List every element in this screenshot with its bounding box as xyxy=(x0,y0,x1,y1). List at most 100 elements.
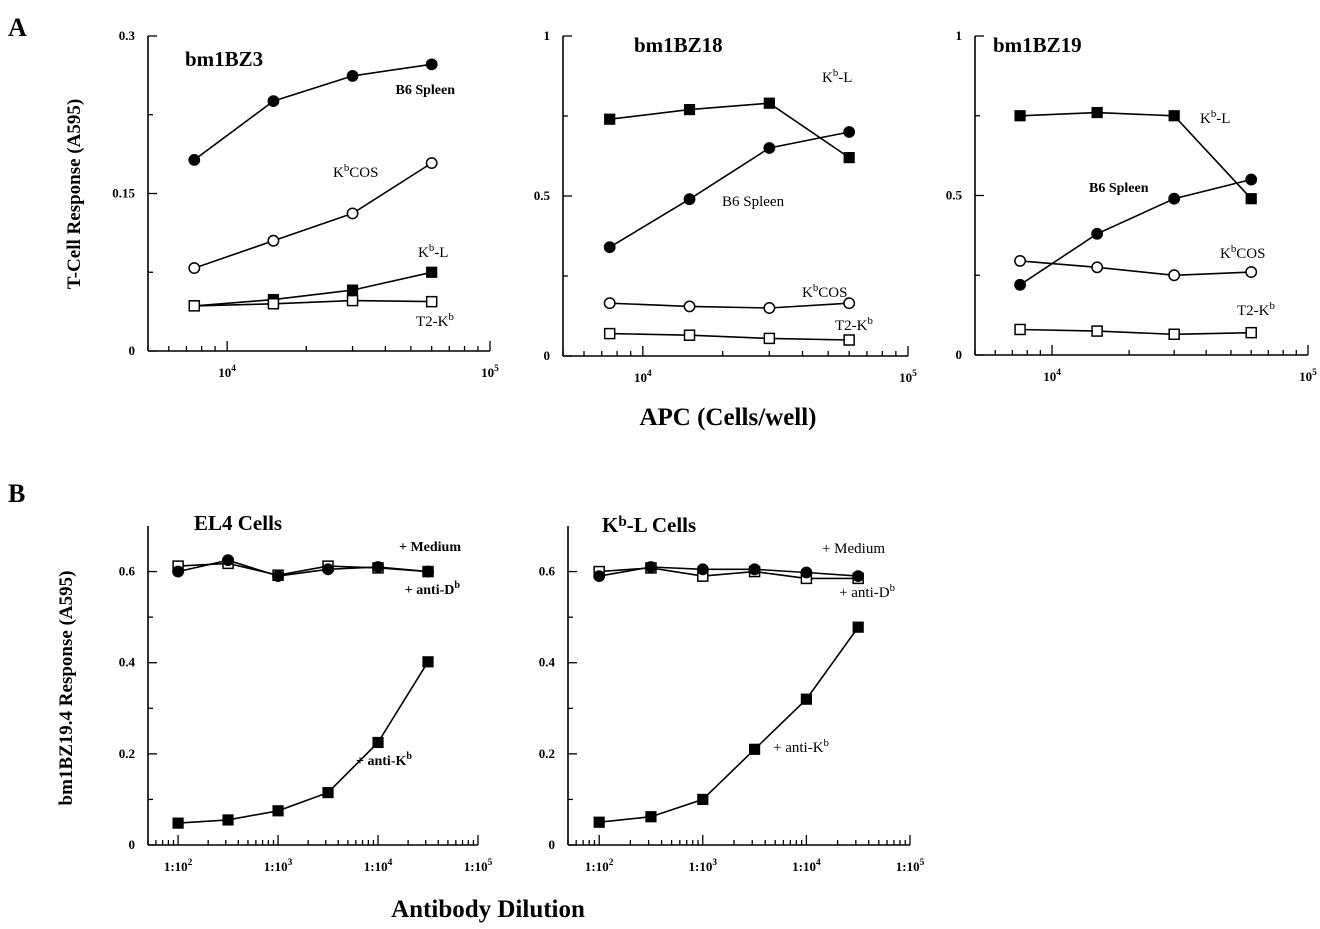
data-point xyxy=(1168,269,1181,282)
series-label: B6 Spleen xyxy=(1089,181,1149,196)
y-tick-label: 0 xyxy=(956,347,963,362)
data-point xyxy=(267,234,280,247)
y-tick-label: 1 xyxy=(544,28,551,43)
x-tick-label: 105 xyxy=(1299,368,1317,384)
series-b6-spleen xyxy=(1014,173,1258,291)
y-tick-label: 0.6 xyxy=(539,564,556,579)
series-line xyxy=(194,299,432,307)
y-tick-label: 0 xyxy=(129,837,136,852)
series-t2-kb xyxy=(603,327,855,346)
series-line xyxy=(194,271,432,307)
data-point xyxy=(346,70,359,82)
data-point xyxy=(683,329,696,341)
data-point xyxy=(425,58,438,71)
series-label: + anti-Db xyxy=(839,582,895,601)
series-label: T2-Kb xyxy=(1237,300,1275,319)
series-label: B6 Spleen xyxy=(722,194,785,210)
chart-el4-cells: 1:102 1:103 1:104 1:105 0 0.2 0.4 0.6 EL4 Cells +… xyxy=(119,511,493,874)
y-tick-label: 0 xyxy=(544,348,551,363)
series-kbcos xyxy=(1014,254,1258,282)
data-point xyxy=(426,266,438,278)
panel-b-y-axis-title: bm1BZ19.4 Response (A595) xyxy=(56,571,77,806)
data-point xyxy=(1168,328,1180,341)
data-point xyxy=(346,284,359,296)
series-medium xyxy=(172,557,434,581)
data-point xyxy=(425,295,438,308)
series-line xyxy=(609,332,850,341)
data-point xyxy=(172,565,184,578)
series-b6-spleen xyxy=(603,126,856,254)
data-point xyxy=(1168,110,1180,122)
y-tick-label: 0.2 xyxy=(539,746,555,761)
data-point xyxy=(683,300,696,313)
series-label: KbCOS xyxy=(1220,243,1265,262)
series-kb-l xyxy=(604,97,855,164)
series-kb-l xyxy=(1014,106,1257,205)
series-line xyxy=(609,302,850,309)
series-label: KbCOS xyxy=(802,282,847,301)
series-anti-db xyxy=(172,554,434,583)
y-tick-label: 0.4 xyxy=(539,655,556,670)
chart-kb-l-cells: 1:102 1:103 1:104 1:105 0 0.2 0.4 0.6 Kb-L Cells… xyxy=(539,513,925,874)
data-point xyxy=(422,656,434,668)
data-point xyxy=(172,817,184,829)
chart-bm1bz3: 104 105 0 0.15 0.3 bm1BZ3 B6 Spleen KbCOS Kb-L T2… xyxy=(112,28,499,380)
data-point xyxy=(188,153,201,166)
chart-bm1bz19: 104 105 0 0.5 1 bm1BZ19 Kb-L B6 Spleen KbCOS T2-K… xyxy=(946,28,1317,384)
data-point xyxy=(763,302,776,314)
data-point xyxy=(843,297,856,310)
x-tick-label: 1:105 xyxy=(464,858,493,874)
chart-title: EL4 Cells xyxy=(194,511,282,535)
x-tick-label: 1:103 xyxy=(689,858,718,874)
chart-title: bm1BZ18 xyxy=(634,33,723,57)
series-line xyxy=(599,566,859,577)
x-tick-label: 1:104 xyxy=(364,858,393,874)
panel-a-x-axis-title: APC (Cells/well) xyxy=(639,404,816,431)
data-point xyxy=(843,152,855,164)
series-kbcos xyxy=(188,157,438,274)
x-tick-label: 104 xyxy=(634,369,652,385)
y-tick-label: 0.3 xyxy=(119,28,136,43)
x-tick-label: 1:104 xyxy=(792,858,821,874)
series-label: + Medium xyxy=(822,541,885,557)
data-point xyxy=(1091,325,1103,337)
data-point xyxy=(222,814,234,826)
data-point xyxy=(748,563,761,576)
data-point xyxy=(267,298,280,310)
chart-bm1bz18: 104 105 0 0.5 1 bm1BZ18 Kb-L B6 Spleen KbCOS T2-K… xyxy=(534,28,917,385)
series-label: Kb-L xyxy=(418,242,448,261)
data-point xyxy=(1245,326,1257,339)
data-point xyxy=(422,565,434,578)
series-line xyxy=(1020,328,1252,336)
y-tick-label: 0.6 xyxy=(119,564,136,579)
data-point xyxy=(346,294,359,307)
series-line xyxy=(609,102,850,159)
data-point xyxy=(346,207,359,220)
data-point xyxy=(604,113,616,125)
data-point xyxy=(372,736,384,749)
series-line xyxy=(194,162,433,269)
x-tick-label: 1:105 xyxy=(896,858,925,874)
data-point xyxy=(1014,323,1026,336)
data-point xyxy=(188,262,201,274)
data-point xyxy=(696,563,709,576)
data-point xyxy=(683,193,696,206)
data-point xyxy=(222,554,234,567)
x-tick-label: 1:102 xyxy=(164,858,193,874)
panel-letter-a: A xyxy=(8,13,27,42)
data-point xyxy=(800,693,812,705)
chart-title: bm1BZ3 xyxy=(185,47,263,71)
y-tick-label: 0.5 xyxy=(534,188,551,203)
x-tick-label: 104 xyxy=(218,364,236,380)
data-point xyxy=(322,786,334,799)
data-point xyxy=(1168,192,1181,205)
y-tick-label: 0.4 xyxy=(119,655,136,670)
x-tick-label: 105 xyxy=(481,364,499,380)
series-label: KbCOS xyxy=(333,162,378,181)
series-label: Kb-L xyxy=(822,67,852,86)
data-point xyxy=(603,297,616,310)
data-point xyxy=(1091,227,1104,240)
series-t2-kb xyxy=(1014,323,1257,341)
series-line xyxy=(1020,111,1252,200)
data-point xyxy=(800,566,813,579)
